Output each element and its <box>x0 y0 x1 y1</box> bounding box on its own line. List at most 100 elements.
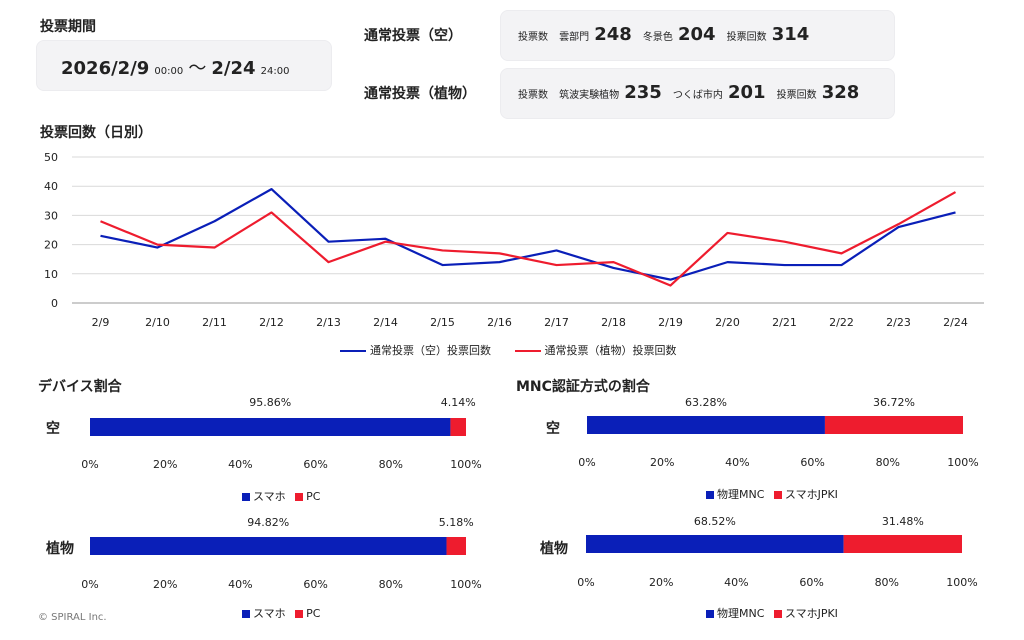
bar-segment-device_plant-0 <box>90 537 447 555</box>
mnc-plant-category: 植物 <box>540 541 568 557</box>
vote-sky-title: 通常投票（空） <box>364 28 462 44</box>
x-tick-label: 2/19 <box>658 316 683 329</box>
device-title: デバイス割合 <box>38 379 122 395</box>
legend-pc: PC <box>306 490 321 503</box>
mnc-plant-legend: 物理MNC スマホJPKI <box>706 605 838 621</box>
legend-sumaho: スマホ <box>253 490 286 503</box>
x-tick-label: 2/11 <box>202 316 227 329</box>
x-tick-label: 2/14 <box>373 316 398 329</box>
x-tick-label: 80% <box>876 456 900 469</box>
legend-sumaho-jpki: スマホJPKI <box>784 488 838 501</box>
bar-value-label: 31.48% <box>882 515 924 528</box>
legend-line-plant: 通常投票（植物）投票回数 <box>544 344 677 357</box>
x-tick-label: 40% <box>724 576 748 589</box>
x-tick-label: 40% <box>725 456 749 469</box>
bar-segment-device_sky-1 <box>450 418 466 436</box>
daily-chart-title: 投票回数（日別） <box>40 125 152 141</box>
x-tick-label: 100% <box>946 576 977 589</box>
bar-value-label: 95.86% <box>249 396 291 409</box>
device-plant-category: 植物 <box>46 541 74 557</box>
series-line-sky <box>100 188 956 281</box>
vote-plant-item2-value: 201 <box>727 82 766 103</box>
x-tick-label: 100% <box>947 456 978 469</box>
y-tick-label: 0 <box>51 297 58 310</box>
x-tick-label: 2/12 <box>259 316 284 329</box>
x-tick-label: 0% <box>81 578 98 591</box>
vote-plant-item1-label: 筑波実験植物 <box>559 90 620 101</box>
x-tick-label: 20% <box>153 458 177 471</box>
vote-sky-box: 投票数 雲部門 248 冬景色 204 投票回数 314 <box>500 10 895 61</box>
legend-physical-mnc: 物理MNC <box>717 488 765 501</box>
x-tick-label: 80% <box>379 578 403 591</box>
x-tick-label: 2/15 <box>430 316 455 329</box>
y-tick-label: 30 <box>44 209 58 222</box>
x-tick-label: 2/20 <box>715 316 740 329</box>
vote-sky-item1-value: 248 <box>594 24 632 45</box>
device-sky-category: 空 <box>46 421 60 437</box>
vote-plant-item2-label: つくば市内 <box>672 90 723 101</box>
period-title: 投票期間 <box>40 19 96 35</box>
x-tick-label: 80% <box>379 458 403 471</box>
bar-value-label: 4.14% <box>441 396 476 409</box>
bar-value-label: 68.52% <box>694 515 736 528</box>
x-tick-label: 2/9 <box>92 316 110 329</box>
bar-segment-mnc_plant-1 <box>843 535 962 553</box>
bar-value-label: 36.72% <box>873 396 915 409</box>
x-tick-label: 2/24 <box>943 316 968 329</box>
x-tick-label: 2/18 <box>601 316 626 329</box>
x-tick-label: 2/23 <box>886 316 911 329</box>
period-end-date: 2/24 <box>211 58 256 79</box>
bar-segment-mnc_plant-0 <box>586 535 844 553</box>
x-tick-label: 20% <box>650 456 674 469</box>
x-tick-label: 2/10 <box>145 316 170 329</box>
legend-sumaho: スマホ <box>253 607 286 620</box>
legend-swatch-red <box>773 610 782 618</box>
x-tick-label: 80% <box>875 576 899 589</box>
vote-plant-total-label: 投票回数 <box>776 90 817 101</box>
vote-plant-count-label: 投票数 <box>518 90 548 101</box>
legend-physical-mnc: 物理MNC <box>717 607 765 620</box>
mnc-sky-category: 空 <box>546 421 560 437</box>
legend-swatch-red <box>295 610 304 618</box>
x-tick-label: 2/22 <box>829 316 854 329</box>
x-tick-label: 100% <box>450 578 481 591</box>
footer-copyright: © SPIRAL Inc. <box>38 612 107 623</box>
period-start-date: 2026/2/9 <box>61 58 150 79</box>
period-end-time: 24:00 <box>260 66 290 77</box>
legend-line-sky-swatch <box>340 350 366 352</box>
period-box: 2026/2/9 00:00 〜 2/24 24:00 <box>36 40 332 91</box>
bar-segment-device_plant-1 <box>446 537 466 555</box>
bar-segment-device_sky-0 <box>90 418 451 436</box>
bar-value-label: 63.28% <box>685 396 727 409</box>
vote-plant-box: 投票数 筑波実験植物 235 つくば市内 201 投票回数 328 <box>500 68 895 119</box>
period-start-time: 00:00 <box>154 66 184 77</box>
y-tick-label: 40 <box>44 180 58 193</box>
x-tick-label: 2/13 <box>316 316 341 329</box>
x-tick-label: 0% <box>578 456 595 469</box>
x-tick-label: 2/16 <box>487 316 512 329</box>
device-plant-legend: スマホ PC <box>242 605 321 621</box>
y-tick-label: 50 <box>44 151 58 164</box>
mnc-sky-legend: 物理MNC スマホJPKI <box>706 486 838 502</box>
x-tick-label: 0% <box>577 576 594 589</box>
legend-swatch-blue <box>706 491 714 499</box>
bar-value-label: 94.82% <box>247 516 289 529</box>
y-tick-label: 20 <box>44 239 58 252</box>
bar-segment-mnc_sky-1 <box>824 416 963 434</box>
legend-pc: PC <box>306 607 321 620</box>
legend-swatch-blue <box>706 610 714 618</box>
x-tick-label: 60% <box>303 578 327 591</box>
x-tick-label: 60% <box>799 576 823 589</box>
x-tick-label: 20% <box>153 578 177 591</box>
bar-segment-mnc_sky-0 <box>587 416 825 434</box>
vote-plant-title: 通常投票（植物） <box>364 86 476 102</box>
vote-plant-total-value: 328 <box>821 82 860 103</box>
legend-swatch-blue <box>242 610 250 618</box>
x-tick-label: 2/17 <box>544 316 569 329</box>
legend-line-plant-swatch <box>514 350 541 352</box>
x-tick-label: 40% <box>228 578 252 591</box>
device-sky-legend: スマホ PC <box>242 488 321 504</box>
vote-sky-total-label: 投票回数 <box>726 32 767 43</box>
daily-legend: 通常投票（空）投票回数 通常投票（植物）投票回数 <box>340 342 677 358</box>
